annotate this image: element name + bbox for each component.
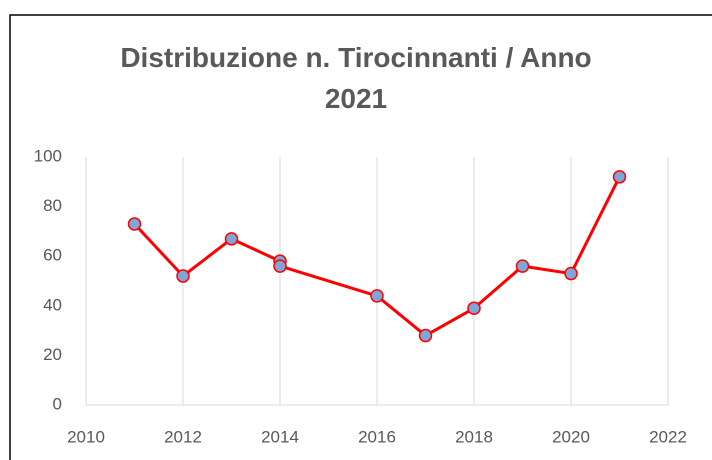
y-tick-label: 60	[43, 246, 62, 265]
point	[564, 266, 578, 281]
x-tick-label: 2020	[552, 427, 590, 446]
y-tick-label: 80	[43, 196, 62, 215]
y-tick-label: 100	[34, 146, 62, 165]
point	[273, 259, 287, 273]
point	[127, 217, 142, 231]
y-tick-label: 0	[53, 394, 62, 413]
chart-title: Distribuzione n. Tirocinnanti / Anno 202…	[120, 42, 592, 114]
point	[176, 269, 190, 283]
point	[515, 259, 530, 273]
y-tick-label: 20	[43, 345, 62, 364]
x-tick-label: 2012	[164, 427, 202, 446]
point	[612, 170, 627, 184]
point	[418, 328, 433, 343]
point	[467, 301, 481, 316]
y-tick-label: 40	[43, 295, 62, 314]
point	[224, 232, 239, 246]
chart-border	[9, 14, 712, 460]
x-tick-label: 2018	[455, 427, 493, 446]
x-tick-label: 2010	[67, 427, 105, 446]
x-tick-label: 2022	[649, 427, 687, 446]
x-tick-label: 2014	[261, 427, 299, 446]
x-tick-label: 2016	[358, 427, 396, 446]
point	[370, 289, 384, 303]
